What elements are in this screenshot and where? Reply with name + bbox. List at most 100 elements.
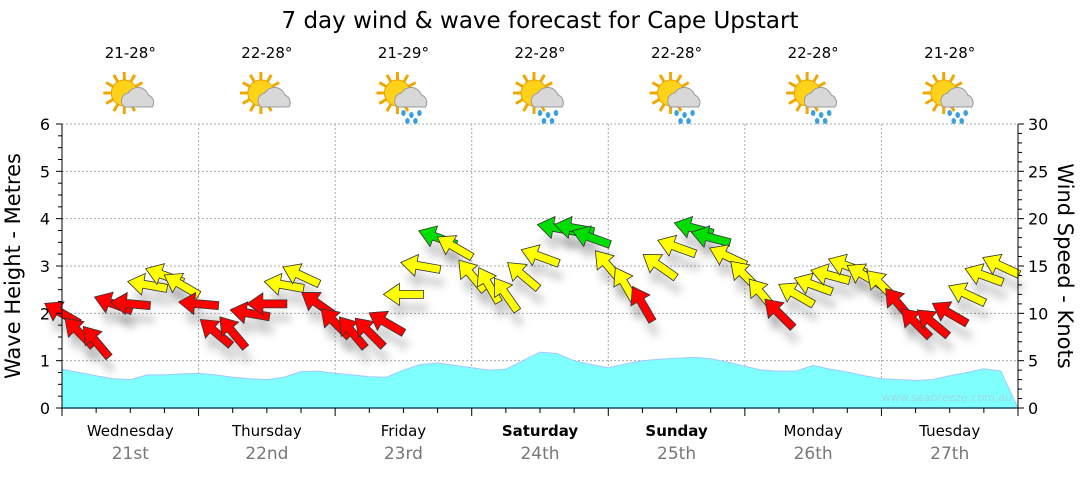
y-tick-label-right: 20 [1028,210,1048,229]
wind-arrow [948,282,988,308]
sun-ray [402,74,410,83]
temperature-range: 22-28° [651,44,702,62]
date-label: 23rd [384,444,423,464]
raindrop [678,118,683,124]
cloud [394,87,428,108]
raindrop [810,110,816,116]
sun-ray [105,81,114,88]
sun-ray [675,74,683,83]
y-tick-label-right: 25 [1028,162,1048,181]
wind-arrow [493,277,522,314]
raindrop [682,112,687,118]
sun-ray [931,103,939,112]
wind-arrow-shadow [511,276,545,306]
wind-arrow [764,298,797,331]
sun-ray [134,81,144,88]
wind-arrow-shadow [782,296,820,322]
raindrop [947,110,953,116]
raindrop [822,118,828,124]
wind-arrow [642,254,679,282]
sun-cloud-rain-icon [376,72,428,124]
sun-cloud-icon [103,72,155,114]
temperature-range: 22-28° [788,44,839,62]
date-label: 26th [794,444,833,464]
day-label: Tuesday [918,422,980,440]
sun-ray [378,98,387,105]
y-tick-label-left: 3 [40,257,50,276]
wind-arrow [690,225,732,249]
wind-arrow-shadow [986,268,1025,293]
date-label: 24th [520,444,559,464]
wind-arrow-shadow [936,315,974,341]
wind-arrow [82,325,113,361]
raindrop [409,112,414,118]
raindrop [401,110,406,116]
wind-arrow [810,263,852,286]
sun-ray [658,103,666,112]
raindrop [413,118,418,124]
raindrop [686,118,691,124]
sun-cloud-icon [239,72,291,114]
sun-ray [795,74,802,83]
sun-ray [522,74,529,83]
wind-arrow [964,263,1005,287]
wind-arrow-shadow [768,313,800,345]
sun-ray [788,81,797,88]
wind-arrow [219,316,250,351]
wind-arrow-shadow [905,322,937,354]
wind-arrow [126,272,169,296]
raindrop [545,112,551,118]
sun-ray [681,81,690,88]
wind-arrow [163,272,202,299]
wind-arrow-shadow [952,296,991,321]
sun-ray [658,74,666,83]
date-label: 27th [930,444,969,464]
wind-arrow-shadow [343,330,373,365]
wind-arrow [382,282,424,307]
date-label: 22nd [245,444,288,464]
wind-arrow-shadow [661,249,701,272]
wind-arrow [177,291,220,316]
temperature-range: 22-28° [514,44,565,62]
wind-arrow [263,272,305,296]
wind-arrow-shadow [969,277,1009,301]
wind-arrow [520,244,561,268]
raindrop [553,110,559,116]
temperature-range: 21-28° [924,44,975,62]
sun-ray [266,74,273,83]
y-tick-label-left: 6 [40,115,50,134]
raindrop [963,110,969,116]
wind-arrow [199,318,235,349]
raindrop [541,118,547,124]
sun-ray [651,98,661,105]
day-label: Thursday [231,422,302,440]
cloud [940,87,974,108]
y-tick-label-right: 30 [1028,115,1048,134]
wave-area [61,351,1019,409]
day-label: Sunday [645,422,708,440]
wind-arrow-shadow [373,325,410,351]
sun-ray [522,103,529,112]
y-axis-left-label: Wave Height - Metres [1,153,25,379]
date-label: 25th [657,444,696,464]
wind-arrow-shadow [204,333,238,363]
wind-arrow [793,272,834,297]
sun-ray [385,74,393,83]
date-label: 21st [112,444,149,464]
sun-ray [795,103,802,112]
wind-arrow [778,282,816,309]
raindrop [818,112,824,118]
sun-cloud-rain-icon [649,72,701,124]
sun-ray [931,74,939,83]
wind-arrow [109,291,151,316]
day-label: Friday [381,422,427,440]
y-tick-label-right: 0 [1028,399,1038,418]
sun-ray [378,81,387,88]
y-axis-right-label: Wind Speed - Knots [1053,163,1077,368]
day-label: Saturday [502,422,579,440]
sun-ray [954,81,963,88]
raindrop [690,110,695,116]
sun-cloud-rain-icon [513,72,564,124]
wind-arrow [436,235,475,262]
